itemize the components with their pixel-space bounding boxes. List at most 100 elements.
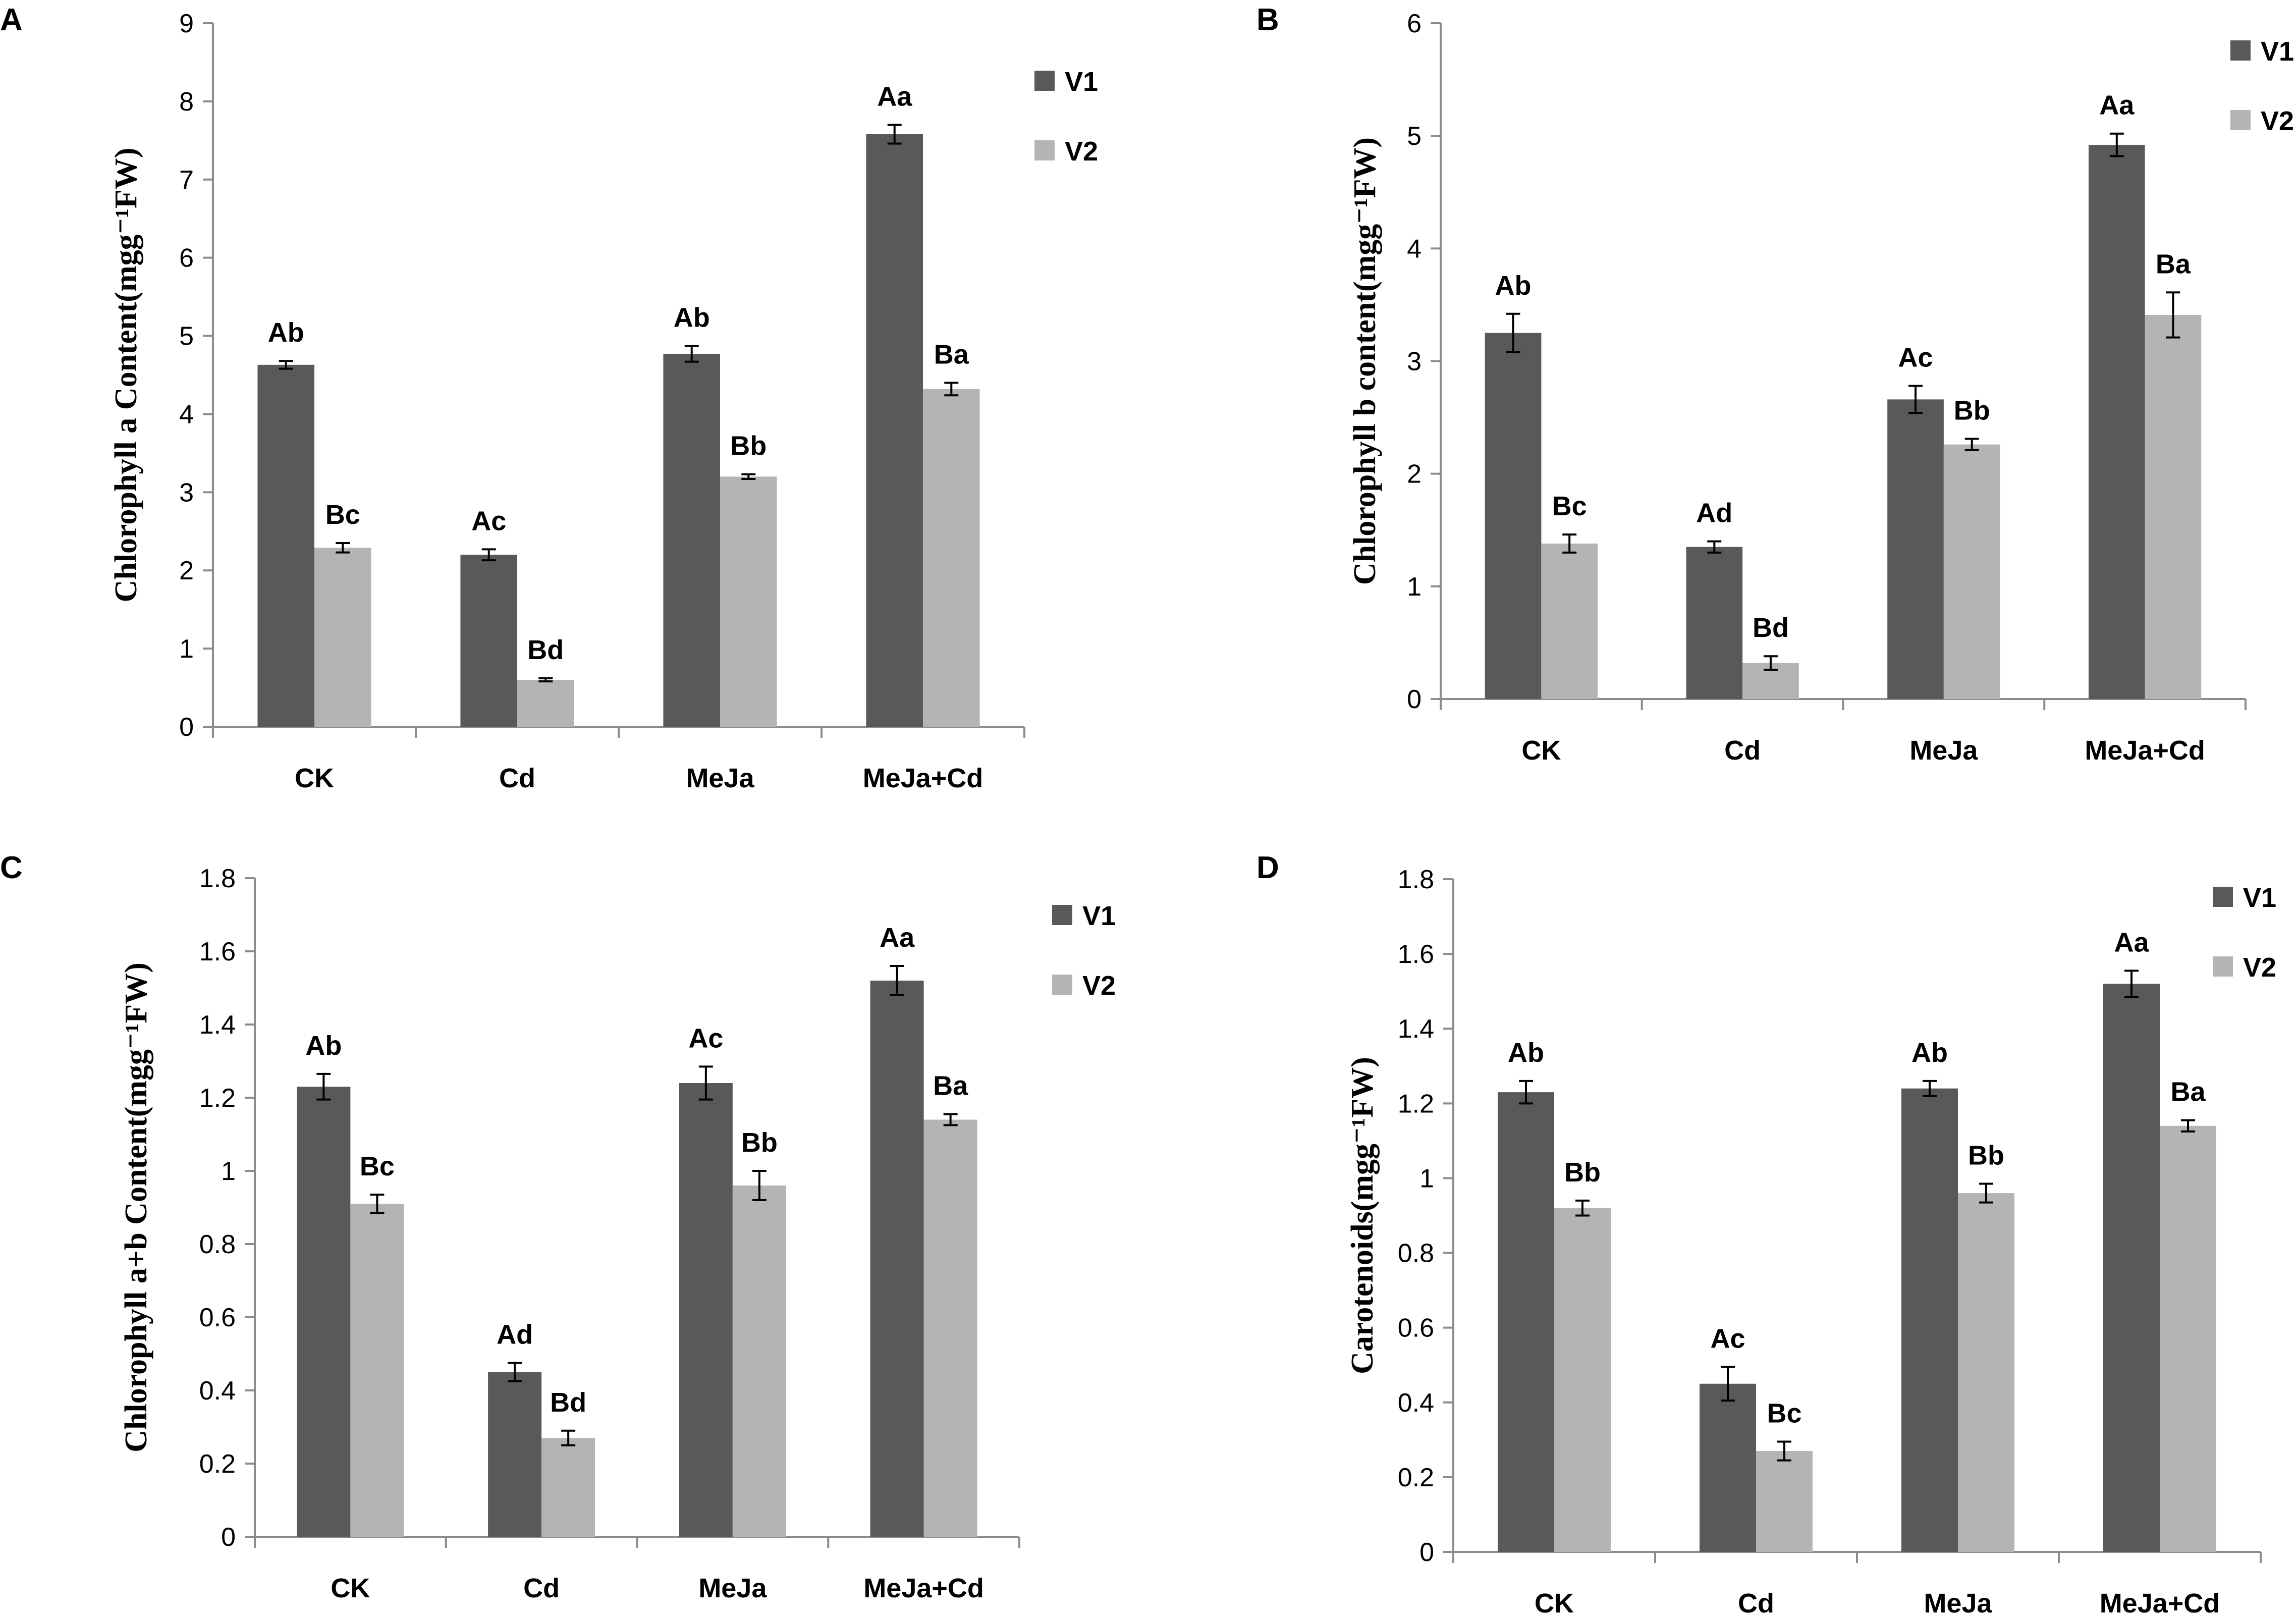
bar-v2-ck (1554, 1208, 1611, 1552)
y-tick-label: 0 (221, 1523, 236, 1552)
x-category-label: CK (331, 1573, 370, 1603)
data-label: Bb (741, 1127, 778, 1158)
legend-label-v2: V2 (2243, 952, 2276, 983)
legend-label-v2: V2 (2261, 106, 2294, 136)
x-category-label: MeJa+Cd (2100, 1588, 2220, 1615)
bar-v2-cd (541, 1438, 595, 1537)
legend-swatch-v1 (1052, 905, 1072, 925)
data-label: Ba (934, 339, 969, 369)
bar-v1-ck (1485, 333, 1542, 699)
data-label: Ba (2156, 249, 2191, 279)
y-tick-label: 1.8 (1398, 865, 1434, 894)
bar-v2-ck (314, 548, 371, 727)
data-label: Aa (2099, 90, 2135, 121)
panel-letter: A (0, 3, 23, 37)
data-label: Bd (527, 635, 564, 665)
panel-letter: D (1256, 850, 1279, 885)
data-label: Bb (1968, 1141, 2004, 1171)
legend-swatch-v1 (1034, 71, 1055, 91)
data-label: Ab (1495, 271, 1532, 301)
y-tick-label: 0.2 (1398, 1463, 1434, 1492)
data-label: Bc (360, 1151, 395, 1181)
legend-swatch-v1 (2213, 887, 2233, 907)
y-tick-label: 0.4 (199, 1376, 236, 1406)
legend-label-v1: V1 (1065, 67, 1098, 97)
data-label: Bb (1564, 1157, 1601, 1188)
y-tick-label: 1 (1419, 1164, 1434, 1193)
bar-v1-ck (297, 1087, 351, 1537)
y-tick-label: 3 (1407, 347, 1422, 376)
y-tick-label: 0.6 (1398, 1314, 1434, 1343)
x-category-label: CK (295, 763, 334, 793)
y-tick-label: 6 (1407, 9, 1422, 38)
bar-v1-meja (1887, 399, 1944, 699)
y-tick-label: 1.2 (1398, 1089, 1434, 1118)
data-label: Bc (1552, 491, 1587, 521)
y-tick-label: 4 (1407, 234, 1422, 263)
x-category-label: MeJa (686, 763, 754, 793)
bar-v1-meja-cd (866, 134, 923, 727)
data-label: Bc (325, 500, 360, 530)
bar-v1-cd (1700, 1383, 1756, 1552)
data-label: Ad (1696, 498, 1732, 528)
data-label: Bb (730, 431, 767, 461)
bar-v1-cd (488, 1372, 542, 1537)
data-label: Bc (1767, 1398, 1801, 1429)
data-label: Bb (1954, 395, 1990, 425)
x-category-label: MeJa+Cd (2085, 735, 2205, 766)
chart-panel-b: B 0 1 2 3 4 5 6 Ab Ad Ac Aa Bc Bd Bb Ba CK Cd MeJa MeJa+Cd C… (1256, 3, 2294, 766)
bar-v1-meja (1901, 1088, 1958, 1552)
y-tick-label: 1.6 (199, 937, 236, 966)
legend-swatch-v2 (1052, 975, 1072, 995)
legend-label-v2: V2 (1082, 971, 1116, 1001)
legend-swatch-v2 (1034, 140, 1055, 160)
data-label: Ba (933, 1071, 968, 1101)
y-tick-label: 1 (221, 1157, 236, 1186)
bar-v2-ck (1541, 544, 1598, 699)
y-tick-label: 1.4 (199, 1010, 236, 1040)
legend-label-v1: V1 (2243, 883, 2276, 913)
bar-v1-meja-cd (2103, 984, 2160, 1552)
y-tick-label: 8 (179, 87, 194, 117)
y-tick-label: 0.6 (199, 1303, 236, 1332)
data-label: Bd (1753, 613, 1789, 643)
data-label: Aa (880, 923, 915, 953)
data-label: Ab (268, 317, 304, 348)
data-label: Ba (2170, 1077, 2206, 1107)
y-tick-label: 2 (1407, 460, 1422, 489)
y-tick-label: 1 (1407, 572, 1422, 602)
panel-letter: B (1256, 3, 1279, 37)
bar-v2-meja (1958, 1193, 2014, 1552)
legend-swatch-v2 (2213, 956, 2233, 977)
y-tick-label: 7 (179, 166, 194, 195)
y-tick-label: 2 (179, 556, 194, 585)
x-category-label: Cd (523, 1573, 560, 1603)
y-tick-label: 5 (179, 322, 194, 351)
data-label: Aa (877, 81, 912, 112)
y-tick-label: 1.8 (199, 864, 236, 893)
chart-panel-c: C 0 0.2 0.4 0.6 0.8 1 1.2 1.4 1.6 1.8 Ab Ad Ac Aa Bc Bd B… (0, 850, 1116, 1603)
data-label: Ab (305, 1031, 342, 1061)
y-tick-label: 9 (179, 9, 194, 38)
chart-panel-d: D 0 0.2 0.4 0.6 0.8 1 1.2 1.4 1.6 1.8 Ab Ac Ab Aa Bb Bc B… (1256, 850, 2276, 1615)
y-tick-label: 0.8 (1398, 1239, 1434, 1268)
bar-v1-meja-cd (870, 981, 924, 1537)
data-label: Ab (674, 303, 710, 333)
y-axis-title: Chlorophyll b content(mgg⁻¹FW) (1348, 137, 1382, 585)
data-label: Ad (497, 1320, 533, 1350)
bar-v2-meja (720, 476, 777, 727)
bar-v2-meja-cd (2145, 315, 2202, 699)
bar-v2-cd (517, 680, 574, 727)
bar-v2-meja-cd (923, 389, 980, 727)
y-tick-label: 0.2 (199, 1449, 236, 1479)
x-category-label: MeJa (1924, 1588, 1992, 1615)
x-category-label: Cd (1724, 735, 1761, 766)
data-label: Ac (1898, 343, 1933, 373)
data-label: Bd (550, 1387, 586, 1418)
bar-v2-ck (350, 1204, 404, 1537)
bar-v1-meja (663, 354, 720, 727)
legend-swatch-v2 (2230, 110, 2251, 130)
y-tick-label: 5 (1407, 122, 1422, 151)
y-axis-title: Chlorophyll a Content(mgg⁻¹FW) (109, 148, 143, 603)
panel-letter: C (0, 850, 23, 885)
